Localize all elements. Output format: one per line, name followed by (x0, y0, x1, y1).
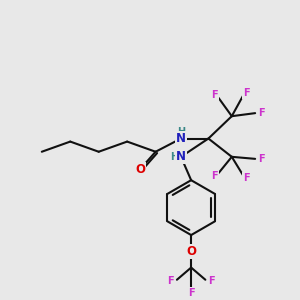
Text: H: H (177, 128, 185, 137)
Text: F: F (243, 173, 249, 183)
Text: N: N (176, 132, 186, 145)
Text: F: F (211, 90, 218, 100)
Text: O: O (186, 245, 196, 258)
Text: F: F (258, 154, 265, 164)
Text: F: F (188, 288, 194, 298)
Text: F: F (167, 276, 174, 286)
Text: F: F (243, 88, 249, 98)
Text: F: F (208, 276, 215, 286)
Text: O: O (135, 163, 145, 176)
Text: F: F (258, 108, 265, 118)
Text: F: F (211, 171, 218, 181)
Text: H: H (170, 152, 178, 162)
Text: N: N (176, 150, 186, 163)
